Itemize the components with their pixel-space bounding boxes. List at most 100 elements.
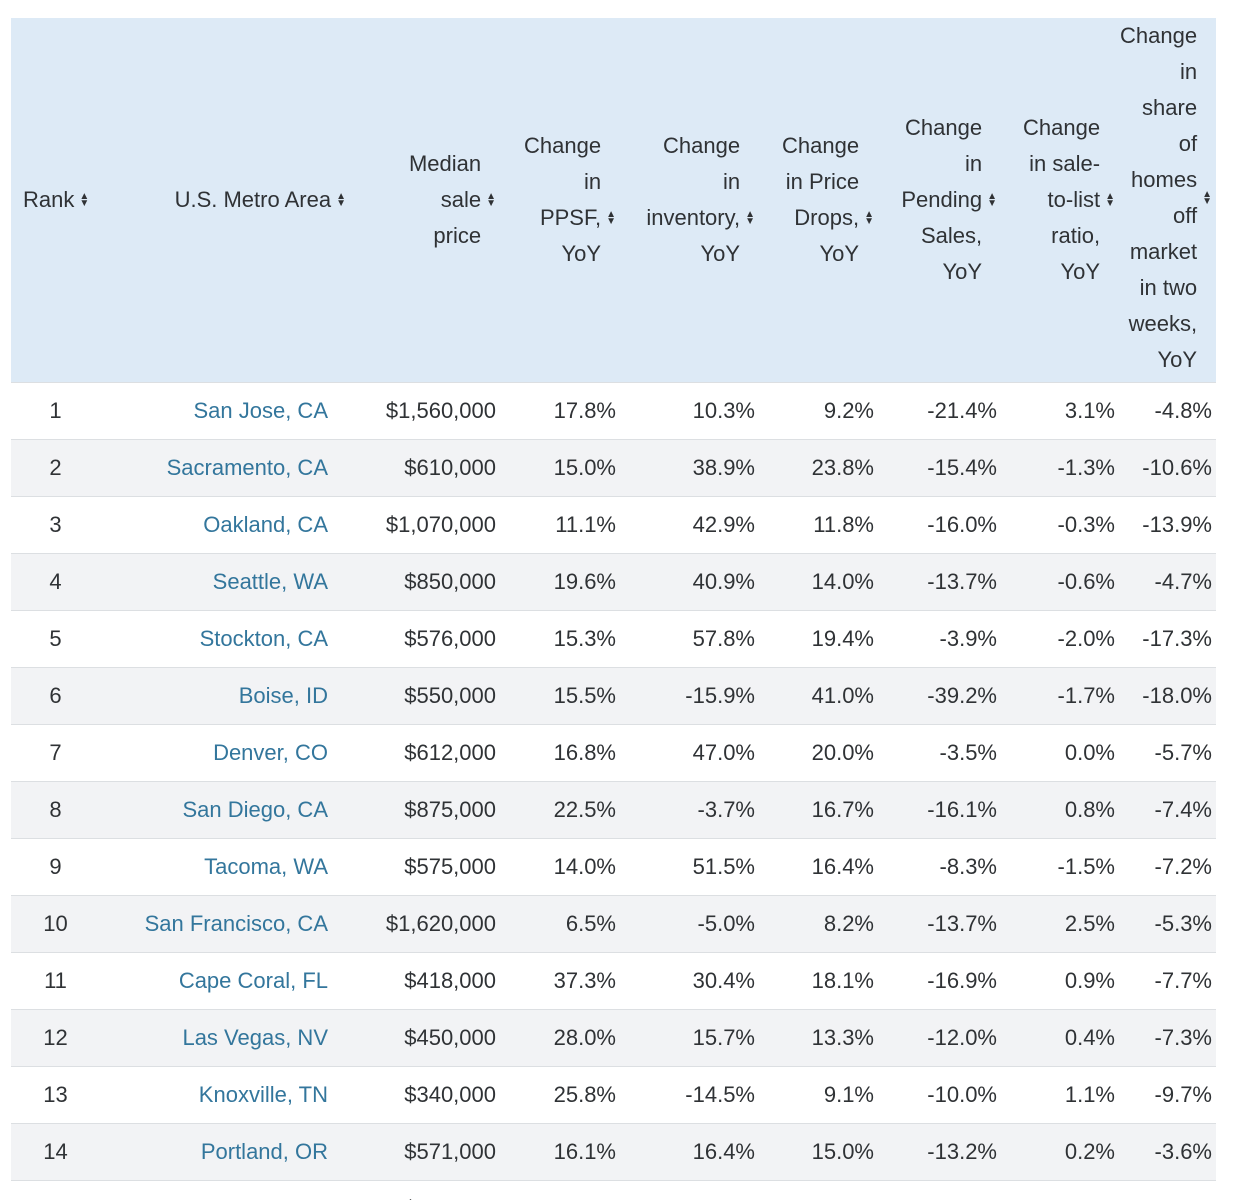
- change-price-drops-cell: 9.1%: [759, 1066, 878, 1124]
- sort-updown-icon[interactable]: ▲ ▼: [606, 209, 616, 227]
- metro-area-link[interactable]: Denver, CO: [213, 740, 328, 765]
- sort-updown-icon[interactable]: ▲ ▼: [336, 191, 346, 209]
- median-sale-price-cell: $340,000: [350, 1066, 500, 1124]
- metro-area-link[interactable]: Stockton, CA: [199, 626, 328, 651]
- header-change-inventory[interactable]: Change in inventory, YoY ▲ ▼: [620, 18, 759, 383]
- median-sale-price-cell: $576,000: [350, 610, 500, 668]
- header-change-pending-sales[interactable]: Change in Pending Sales, YoY ▲ ▼: [878, 18, 1001, 383]
- change-pending-sales-cell: -16.0%: [878, 496, 1001, 554]
- change-off-market-cell: -5.3%: [1119, 895, 1216, 953]
- change-pending-sales-cell: -16.9%: [878, 952, 1001, 1010]
- rank-cell: 13: [11, 1066, 104, 1124]
- change-off-market-cell: -17.3%: [1119, 610, 1216, 668]
- table-row: 15 Riverside, CA $575,00021.6%9.6%17.3%-4.…: [11, 1180, 1216, 1200]
- metro-area-link[interactable]: Las Vegas, NV: [182, 1025, 328, 1050]
- table-row: 6 Boise, ID $550,000 15.5% -15.9% 41.0% -39.2%…: [11, 667, 1216, 725]
- change-ppsf-cell: 17.8%: [500, 382, 620, 440]
- change-pending-sales-cell: -4.5%: [878, 1180, 1001, 1200]
- change-sale-to-list-cell: -1.3%: [1001, 439, 1119, 497]
- change-sale-to-list-cell: -2.0%: [1001, 610, 1119, 668]
- change-ppsf-cell: 14.0%: [500, 838, 620, 896]
- rank-cell: 4: [11, 553, 104, 611]
- change-pending-sales-cell: -16.1%: [878, 781, 1001, 839]
- median-sale-price-cell: $850,000: [350, 553, 500, 611]
- change-inventory-cell: -15.9%: [620, 667, 759, 725]
- rank-cell: 2: [11, 439, 104, 497]
- header-metro-area[interactable]: U.S. Metro Area ▲ ▼: [104, 18, 350, 383]
- header-row: Rank ▲ ▼ U.S. Metro Area ▲ ▼ Median sale price ▲ ▼…: [11, 18, 1216, 383]
- table-body: 1 San Jose, CA $1,560,000 17.8% 10.3% 9.2% -21…: [11, 382, 1216, 1200]
- sort-updown-icon[interactable]: ▲ ▼: [1202, 189, 1212, 207]
- header-label: Change in inventory, YoY: [646, 133, 741, 266]
- metro-area-link[interactable]: Portland, OR: [200, 1139, 328, 1164]
- median-sale-price-cell: $575,000: [350, 1180, 500, 1200]
- change-price-drops-cell: 23.8%: [759, 439, 878, 497]
- change-ppsf-cell: 21.6%: [500, 1180, 620, 1200]
- header-change-price-drops[interactable]: Change in Price Drops, YoY ▲ ▼: [759, 18, 878, 383]
- change-sale-to-list-cell: 3.1%: [1001, 382, 1119, 440]
- rank-cell: 9: [11, 838, 104, 896]
- metro-area-link[interactable]: Boise, ID: [238, 683, 328, 708]
- rank-cell: 6: [11, 667, 104, 725]
- header-rank[interactable]: Rank ▲ ▼: [11, 18, 104, 383]
- change-inventory-cell: 51.5%: [620, 838, 759, 896]
- metro-area-cell: Stockton, CA: [104, 610, 350, 668]
- change-ppsf-cell: 6.5%: [500, 895, 620, 953]
- header-label: U.S. Metro Area: [174, 187, 332, 212]
- sort-updown-icon[interactable]: ▲ ▼: [79, 191, 90, 209]
- header-label: Median sale price: [408, 151, 482, 248]
- metro-area-link[interactable]: Seattle, WA: [212, 569, 328, 594]
- header-change-off-market-two-weeks[interactable]: Change in share of homes off market in two week…: [1119, 18, 1216, 383]
- change-off-market-cell: -3.6%: [1119, 1123, 1216, 1181]
- median-sale-price-cell: $550,000: [350, 667, 500, 725]
- change-sale-to-list-cell: 1.1%: [1001, 1066, 1119, 1124]
- change-pending-sales-cell: -21.4%: [878, 382, 1001, 440]
- metro-area-link[interactable]: Tacoma, WA: [204, 854, 328, 879]
- change-ppsf-cell: 25.8%: [500, 1066, 620, 1124]
- change-inventory-cell: -3.7%: [620, 781, 759, 839]
- header-label: Rank: [23, 187, 75, 212]
- metro-area-link[interactable]: Oakland, CA: [203, 512, 328, 537]
- table-row: 5 Stockton, CA $576,000 15.3% 57.8% 19.4% -3.9…: [11, 610, 1216, 668]
- metro-area-cell: Oakland, CA: [104, 496, 350, 554]
- change-ppsf-cell: 16.1%: [500, 1123, 620, 1181]
- header-change-sale-to-list[interactable]: Change in sale-to-list ratio, YoY ▲ ▼: [1001, 18, 1119, 383]
- change-inventory-cell: 10.3%: [620, 382, 759, 440]
- change-ppsf-cell: 15.0%: [500, 439, 620, 497]
- median-sale-price-cell: $612,000: [350, 724, 500, 782]
- metro-area-link[interactable]: San Diego, CA: [182, 797, 328, 822]
- change-sale-to-list-cell: -1.7%: [1001, 667, 1119, 725]
- change-price-drops-cell: 11.8%: [759, 496, 878, 554]
- metro-area-link[interactable]: Cape Coral, FL: [178, 968, 328, 993]
- sort-updown-icon[interactable]: ▲ ▼: [486, 191, 496, 209]
- metro-area-cell: Cape Coral, FL: [104, 952, 350, 1010]
- change-sale-to-list-cell: 0.2%: [1001, 1123, 1119, 1181]
- metro-area-cell: San Francisco, CA: [104, 895, 350, 953]
- header-change-ppsf[interactable]: Change in PPSF, YoY ▲ ▼: [500, 18, 620, 383]
- metro-area-cell: San Diego, CA: [104, 781, 350, 839]
- metro-area-link[interactable]: San Francisco, CA: [144, 911, 328, 936]
- metro-area-link[interactable]: Riverside, CA: [194, 1196, 328, 1200]
- metro-area-cell: Knoxville, TN: [104, 1066, 350, 1124]
- metro-area-link[interactable]: San Jose, CA: [193, 398, 328, 423]
- metro-area-cell: Seattle, WA: [104, 553, 350, 611]
- change-inventory-cell: 15.7%: [620, 1009, 759, 1067]
- sort-updown-icon[interactable]: ▲ ▼: [987, 191, 997, 209]
- change-ppsf-cell: 15.3%: [500, 610, 620, 668]
- change-inventory-cell: 9.6%: [620, 1180, 759, 1200]
- metro-area-link[interactable]: Sacramento, CA: [166, 455, 328, 480]
- change-ppsf-cell: 16.8%: [500, 724, 620, 782]
- header-label: Change in Price Drops, YoY: [782, 133, 860, 266]
- change-ppsf-cell: 15.5%: [500, 667, 620, 725]
- table-row: 8 San Diego, CA $875,000 22.5% -3.7% 16.7% -16…: [11, 781, 1216, 839]
- sort-updown-icon[interactable]: ▲ ▼: [864, 209, 874, 227]
- rank-cell: 3: [11, 496, 104, 554]
- sort-updown-icon[interactable]: ▲ ▼: [1105, 191, 1115, 209]
- header-median-sale-price[interactable]: Median sale price ▲ ▼: [350, 18, 500, 383]
- change-pending-sales-cell: -39.2%: [878, 667, 1001, 725]
- metro-area-link[interactable]: Knoxville, TN: [198, 1082, 328, 1107]
- change-sale-to-list-cell: -1.5%: [1001, 838, 1119, 896]
- sort-updown-icon[interactable]: ▲ ▼: [745, 209, 755, 227]
- change-inventory-cell: 57.8%: [620, 610, 759, 668]
- median-sale-price-cell: $610,000: [350, 439, 500, 497]
